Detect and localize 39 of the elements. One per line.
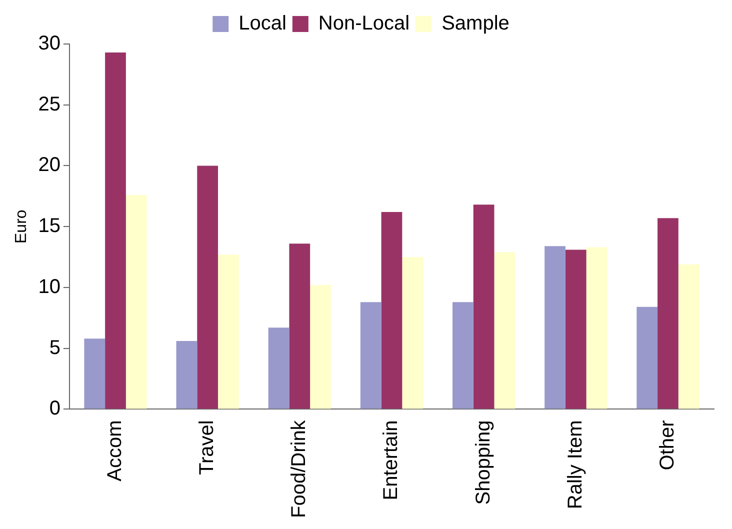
y-tick-label: 15: [38, 215, 60, 238]
bar: [494, 252, 516, 409]
bar: [289, 244, 310, 409]
bar: [544, 246, 566, 409]
bar: [105, 52, 126, 409]
bar: [586, 247, 608, 409]
x-tick-label: Entertain: [380, 420, 402, 500]
x-tick-label: Travel: [196, 420, 218, 476]
legend-label: Non-Local: [318, 12, 410, 35]
x-tick-label: Other: [656, 420, 678, 470]
bar: [360, 302, 382, 409]
bar: [176, 341, 198, 409]
legend-label: Local: [238, 12, 286, 35]
bar: [84, 338, 106, 409]
y-tick-label: 5: [49, 336, 60, 359]
bar: [658, 218, 678, 409]
bar: [197, 166, 218, 409]
y-tick-label: 30: [38, 32, 60, 55]
bar: [452, 302, 474, 409]
x-tick-label: Shopping: [472, 420, 494, 505]
y-axis-title: Euro: [13, 210, 30, 244]
bar: [636, 306, 658, 409]
x-tick-label: Accom: [104, 420, 126, 482]
x-tick-label: Rally Item: [564, 420, 586, 510]
bar: [268, 328, 290, 409]
bar: [310, 285, 331, 409]
y-tick-label: 0: [49, 398, 60, 420]
legend-label: Sample: [442, 12, 510, 35]
x-tick-label: Food/Drink: [288, 419, 310, 518]
bar: [218, 254, 239, 409]
bar: [678, 264, 700, 409]
y-tick-label: 20: [38, 154, 60, 176]
y-tick-label: 25: [38, 93, 60, 116]
bar: [381, 212, 402, 409]
y-tick-label: 10: [38, 276, 60, 298]
bar: [473, 204, 494, 409]
bar: [565, 250, 586, 409]
bar: [402, 257, 424, 409]
bar: [126, 194, 147, 409]
